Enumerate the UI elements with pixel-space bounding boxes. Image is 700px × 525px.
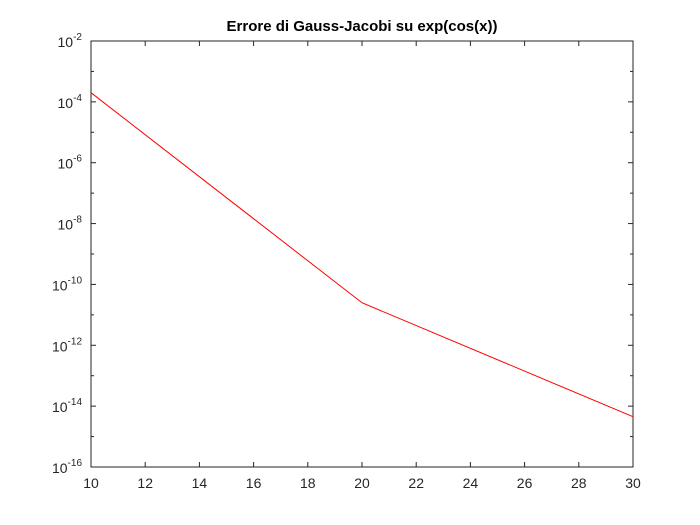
x-tick-label: 16 <box>246 475 262 491</box>
x-tick-label: 26 <box>517 475 533 491</box>
y-tick-label: 10-12 <box>52 336 82 354</box>
x-tick-label: 30 <box>625 475 641 491</box>
y-tick-label: 10-10 <box>52 275 82 293</box>
y-tick-label: 10-2 <box>58 32 83 50</box>
y-tick-label: 10-6 <box>58 154 83 172</box>
y-tick-label: 10-8 <box>58 215 83 233</box>
y-tick-label: 10-4 <box>58 93 83 111</box>
x-tick-label: 20 <box>354 475 370 491</box>
x-tick-label: 14 <box>192 475 208 491</box>
plot-area: 10 12 14 16 18 20 22 24 26 28 30 10-2 10-4 10-6 10-8 10… <box>52 32 641 491</box>
chart-title: Errore di Gauss-Jacobi su exp(cos(x)) <box>227 18 498 35</box>
x-tick-label: 28 <box>571 475 587 491</box>
y-tick-label: 10-14 <box>52 397 82 415</box>
x-tick-label: 10 <box>83 475 99 491</box>
x-tick-label: 18 <box>300 475 316 491</box>
x-tick-label: 22 <box>408 475 424 491</box>
y-tick-label: 10-16 <box>52 458 82 476</box>
x-tick-label: 12 <box>137 475 153 491</box>
series-line-0 <box>90 92 634 418</box>
x-tick-label: 24 <box>463 475 479 491</box>
